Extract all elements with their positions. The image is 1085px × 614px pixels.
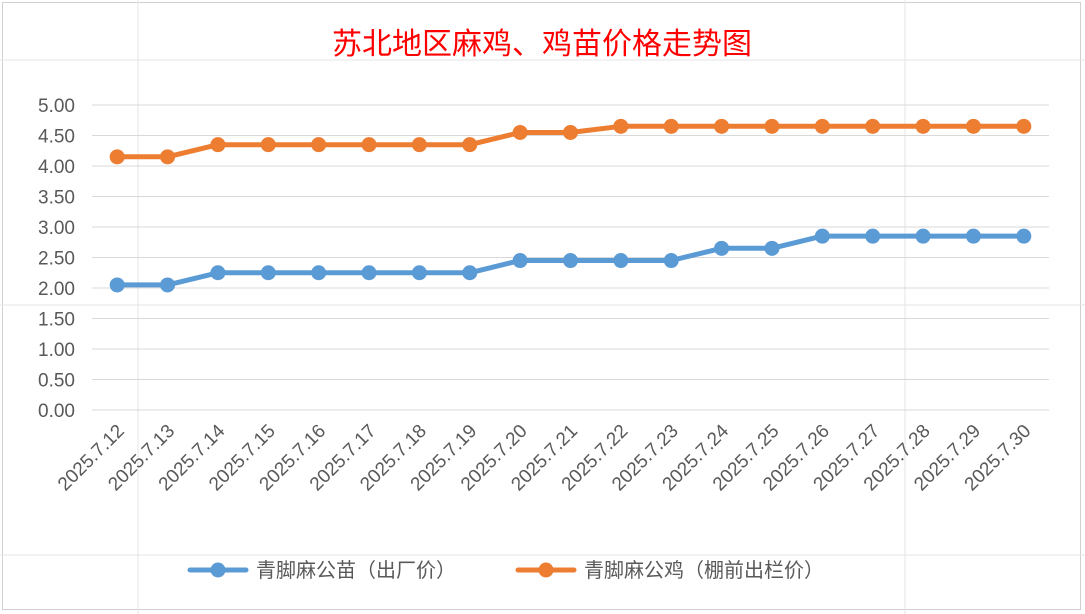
y-tick-label: 0.50 [38, 371, 75, 392]
data-point [210, 265, 226, 281]
data-point [965, 228, 981, 244]
y-tick-label: 4.50 [38, 127, 75, 148]
y-tick-label: 2.00 [38, 279, 75, 300]
legend: 青脚麻公苗（出厂价） 青脚麻公鸡（棚前出栏价） [187, 558, 824, 582]
series-1 [109, 228, 1032, 293]
data-point [663, 118, 679, 134]
data-point [764, 240, 780, 256]
chart-title: 苏北地区麻鸡、鸡苗价格走势图 [332, 27, 752, 62]
y-gridlines [92, 104, 1049, 411]
series-2 [109, 118, 1032, 165]
data-point [462, 137, 478, 153]
y-tick-label: 5.00 [38, 96, 75, 117]
y-tick-label: 3.00 [38, 218, 75, 239]
legend-label: 青脚麻公鸡（棚前出栏价） [584, 558, 824, 582]
data-point [563, 124, 578, 140]
data-point [512, 124, 528, 140]
data-series [109, 118, 1032, 293]
data-point [965, 118, 981, 134]
data-point [865, 228, 881, 244]
data-point [915, 118, 931, 134]
y-tick-label: 3.50 [38, 188, 75, 209]
data-point [1016, 228, 1032, 244]
data-point [563, 253, 578, 269]
data-point [814, 118, 830, 134]
data-point [311, 137, 327, 153]
y-tick-label: 4.00 [38, 157, 75, 178]
data-point [714, 240, 730, 256]
data-point [613, 253, 629, 269]
data-point [865, 118, 881, 134]
data-point [160, 149, 176, 165]
data-point [1016, 118, 1032, 134]
data-point [512, 253, 528, 269]
x-axis-tick-labels: 2025.7.122025.7.132025.7.142025.7.152025… [54, 420, 1035, 495]
data-point [361, 265, 377, 281]
y-tick-label: 1.00 [38, 340, 75, 361]
data-point [714, 118, 730, 134]
legend-marker [210, 562, 226, 578]
data-point [311, 265, 327, 281]
legend-label: 青脚麻公苗（出厂价） [256, 558, 456, 582]
y-tick-label: 1.50 [38, 310, 75, 331]
y-tick-label: 2.50 [38, 249, 75, 270]
data-point [109, 149, 125, 165]
legend-item: 青脚麻公鸡（棚前出栏价） [515, 558, 824, 582]
data-point [915, 228, 931, 244]
y-axis-tick-labels: 0.00 0.50 1.00 1.50 2.00 2.50 3.00 3.50 4.00 4.50… [38, 96, 75, 422]
data-point [260, 137, 276, 153]
data-point [411, 265, 427, 281]
data-point [814, 228, 830, 244]
y-tick-label: 0.00 [38, 401, 75, 422]
data-point [260, 265, 276, 281]
data-point [109, 277, 125, 293]
data-point [361, 137, 377, 153]
data-point [160, 277, 176, 293]
data-point [411, 137, 427, 153]
data-point [210, 137, 226, 153]
legend-item: 青脚麻公苗（出厂价） [187, 558, 456, 582]
data-point [613, 118, 629, 134]
legend-marker [538, 562, 554, 578]
data-point [462, 265, 478, 281]
data-point [663, 253, 679, 269]
data-point [764, 118, 780, 134]
